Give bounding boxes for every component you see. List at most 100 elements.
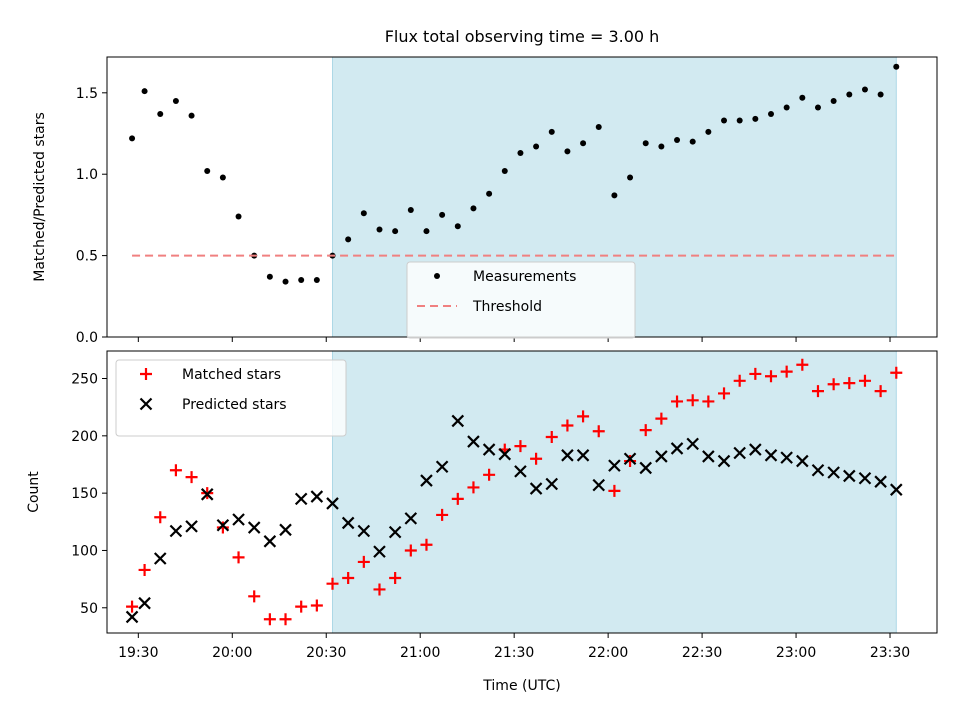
- measurements-point: [814, 104, 821, 111]
- measurements-point: [470, 205, 477, 212]
- measurements-point: [407, 207, 414, 214]
- predicted-stars-point: [451, 414, 465, 428]
- predicted-stars-point: [702, 450, 715, 463]
- predicted-stars-point: [811, 463, 825, 477]
- measurements-point: [129, 135, 136, 142]
- count-y-axis-label: Count: [26, 471, 42, 513]
- matched-stars-point: [827, 378, 840, 391]
- measurements-point: [486, 190, 493, 197]
- predicted-stars-point: [639, 461, 652, 475]
- measurements-point: [141, 88, 148, 95]
- matched-stars-point: [639, 424, 652, 437]
- measurements-point: [642, 140, 649, 147]
- predicted-stars-point: [185, 520, 198, 533]
- y-tick-label: 1.5: [76, 86, 98, 102]
- matched-stars-point: [561, 419, 574, 432]
- matched-stars-point: [373, 583, 386, 596]
- predicted-stars-point: [232, 513, 245, 526]
- matched-stars-point: [749, 367, 762, 380]
- predicted-stars-point: [153, 552, 167, 565]
- matched-stars-point: [279, 613, 292, 626]
- predicted-stars-point: [623, 452, 637, 466]
- y-tick-label: 0.0: [76, 330, 98, 346]
- measurements-point: [454, 223, 461, 230]
- matched-stars-point: [216, 521, 229, 534]
- predicted-stars-point: [467, 435, 480, 448]
- measurements-point: [266, 273, 273, 280]
- count-panel-frame: [106, 350, 938, 634]
- matched-stars-point: [718, 387, 731, 400]
- matched-stars-point: [796, 358, 809, 371]
- matched-stars-point: [185, 471, 198, 484]
- predicted-stars-point: [670, 442, 684, 455]
- x-tick-label: 20:30: [306, 645, 346, 661]
- x-tick-label: 20:00: [212, 645, 252, 661]
- ratio-y-axis-label: Matched/Predicted stars: [32, 112, 48, 282]
- predicted-stars-point: [874, 475, 887, 488]
- predicted-stars-point: [138, 596, 151, 610]
- measurements-point: [736, 117, 743, 124]
- measurements-point: [721, 117, 728, 124]
- ratio-panel: 0.0 0.5 1.0 1.5 Matched/Predicted stars Mea…: [32, 56, 938, 346]
- predicted-stars-point: [200, 488, 214, 501]
- matched-stars-point: [545, 430, 558, 443]
- measurements-point: [282, 278, 289, 285]
- predicted-stars-point: [576, 449, 590, 462]
- predicted-stars-point: [388, 525, 402, 539]
- x-tick-label: 23:00: [776, 645, 816, 661]
- measurements-point: [345, 236, 352, 243]
- matched-stars-point: [890, 366, 903, 379]
- count-legend: Matched stars Predicted stars: [115, 359, 347, 437]
- predicted-stars-point: [686, 437, 699, 451]
- predicted-stars-point: [749, 443, 762, 456]
- measurements-point: [219, 174, 226, 181]
- legend-box: [406, 261, 636, 339]
- predicted-stars-point: [341, 516, 355, 530]
- y-tick-label: 0.5: [76, 249, 98, 265]
- legend-label: Threshold: [472, 299, 542, 315]
- legend-marker: [434, 273, 440, 279]
- measurements-point: [689, 138, 696, 145]
- matched-stars-point: [765, 370, 777, 383]
- matched-stars-point: [592, 425, 605, 438]
- matched-stars-point: [655, 412, 668, 425]
- x-tick-label: 22:30: [682, 645, 722, 661]
- predicted-stars-point: [169, 524, 183, 538]
- matched-stars-point: [126, 600, 139, 613]
- predicted-stars-point: [435, 460, 449, 474]
- measurements-point: [627, 174, 634, 181]
- measurements-point: [799, 94, 806, 101]
- measurements-point: [580, 140, 587, 147]
- matched-stars-point: [326, 577, 339, 590]
- matched-stars-point: [843, 377, 856, 390]
- matched-stars-point: [530, 452, 543, 465]
- predicted-stars-point: [717, 454, 731, 468]
- predicted-stars-point: [373, 545, 386, 558]
- x-tick-label: 21:30: [494, 645, 534, 661]
- y-tick-label: 150: [71, 486, 98, 502]
- matched-stars-point: [874, 385, 887, 398]
- x-tick-label: 23:30: [870, 645, 910, 661]
- predicted-stars-point: [420, 474, 433, 487]
- predicted-stars-point: [310, 490, 324, 503]
- matched-stars-point: [686, 394, 699, 407]
- count-panel: 50 100 150 200 250 19:30 20:00 20:30 21:00 21:30…: [26, 350, 938, 661]
- x-axis-label: Time (UTC): [482, 678, 560, 694]
- matched-stars-point: [624, 455, 637, 468]
- measurements-point: [517, 150, 524, 157]
- measurements-point: [235, 213, 242, 220]
- predicted-stars-point: [357, 524, 371, 538]
- predicted-stars-point: [482, 443, 496, 456]
- predicted-stars-point: [294, 492, 308, 506]
- matched-stars-point: [514, 440, 527, 453]
- measurements-point: [658, 143, 665, 150]
- measurements-point: [595, 124, 602, 130]
- matched-stars-point: [780, 365, 793, 378]
- measurements-point: [674, 137, 681, 144]
- legend-marker: [139, 397, 153, 411]
- predicted-stars-point: [843, 469, 856, 483]
- predicted-stars-point: [216, 518, 230, 532]
- measurements-point: [877, 91, 884, 98]
- measurements-point: [752, 115, 759, 122]
